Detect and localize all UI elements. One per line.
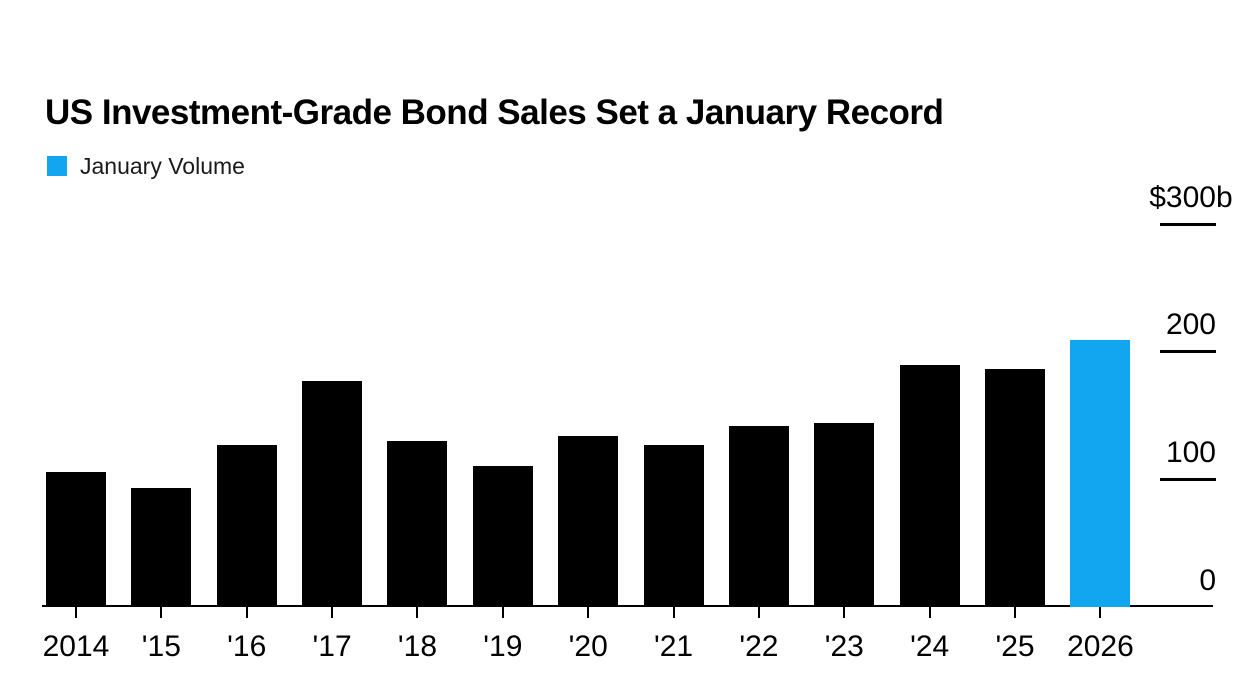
x-axis-tick xyxy=(501,607,504,618)
bar-15 xyxy=(131,488,192,607)
x-axis-label: '19 xyxy=(483,630,523,663)
bar-23 xyxy=(814,423,875,607)
x-axis-tick xyxy=(843,607,846,618)
bar-18 xyxy=(387,441,448,607)
x-axis-label: '16 xyxy=(227,630,267,663)
x-axis-label: '20 xyxy=(568,630,608,663)
y-axis-label: 200 xyxy=(1165,308,1216,342)
bar-17 xyxy=(302,381,363,607)
x-axis-label: '23 xyxy=(824,630,864,663)
bar-25 xyxy=(985,369,1046,607)
bar-19 xyxy=(472,466,533,607)
x-axis-label: '24 xyxy=(910,630,950,663)
x-axis-baseline xyxy=(42,605,1213,607)
bar-20 xyxy=(558,436,619,607)
x-axis-label: '15 xyxy=(141,630,181,663)
x-axis-tick xyxy=(672,607,675,618)
x-axis-label: '25 xyxy=(995,630,1035,663)
y-axis-tickline xyxy=(1160,350,1216,354)
y-axis-tickline xyxy=(1160,478,1216,482)
bar-22 xyxy=(728,426,789,607)
chart-title: US Investment-Grade Bond Sales Set a Jan… xyxy=(45,93,944,132)
legend-swatch-january-volume xyxy=(47,156,67,176)
x-axis-tick xyxy=(245,607,248,618)
legend: January Volume xyxy=(47,153,245,179)
x-axis-label: 2014 xyxy=(42,630,110,663)
bar-24 xyxy=(899,365,960,607)
x-axis-tick xyxy=(928,607,931,618)
x-axis-tick xyxy=(1099,607,1102,618)
x-axis-tick xyxy=(1014,607,1017,618)
x-axis-tick xyxy=(416,607,419,618)
legend-label: January Volume xyxy=(80,152,245,179)
bar-2014 xyxy=(46,472,106,607)
x-axis-tick xyxy=(75,607,77,618)
y-axis-label: $300 b xyxy=(1149,180,1233,214)
x-axis-label: '18 xyxy=(397,630,438,663)
x-axis-tick xyxy=(757,607,760,618)
y-axis-label: 0 xyxy=(1199,564,1216,597)
y-axis-tickline xyxy=(1160,222,1216,226)
x-axis-tick xyxy=(160,607,163,618)
x-axis-label: 2026 xyxy=(1067,630,1134,663)
x-axis-tick xyxy=(331,607,334,618)
bar-16 xyxy=(216,445,277,607)
x-axis-tick xyxy=(587,607,590,618)
x-axis-label: '17 xyxy=(312,630,352,663)
bar-2026 xyxy=(1070,340,1131,607)
bar-21 xyxy=(643,445,704,607)
y-axis-unit-suffix: b xyxy=(1216,180,1233,214)
x-axis-label: '21 xyxy=(654,630,694,663)
y-axis-label: 100 xyxy=(1165,436,1216,470)
x-axis-label: '22 xyxy=(739,630,779,663)
